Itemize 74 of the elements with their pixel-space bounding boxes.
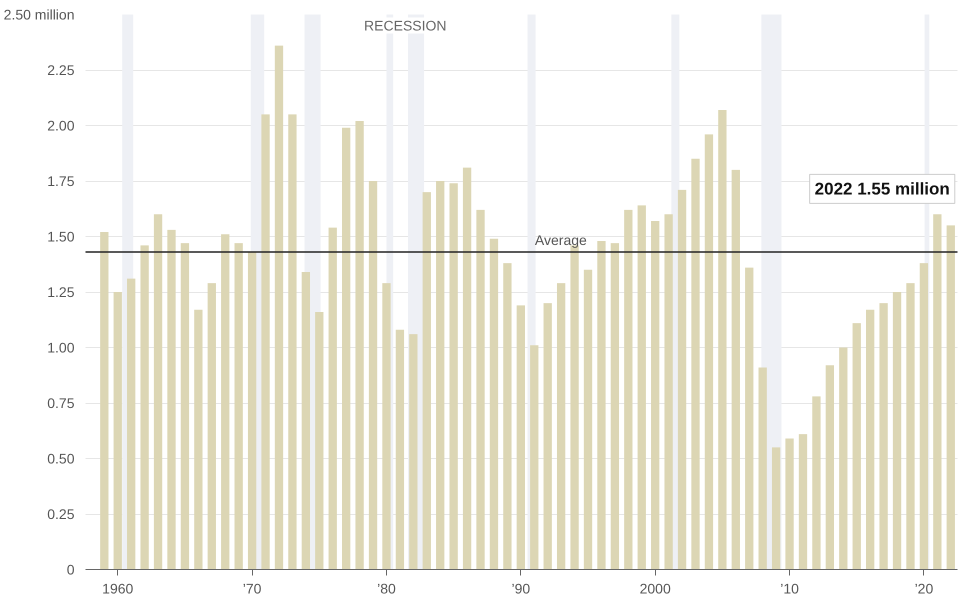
bar [234, 243, 243, 570]
bar [584, 270, 592, 570]
x-tick-label: ’80 [377, 580, 396, 596]
bar [785, 438, 794, 570]
bar [839, 348, 848, 570]
bar [798, 434, 808, 570]
y-tick-label: 0.25 [47, 506, 75, 522]
bar [691, 158, 700, 570]
bar [288, 114, 297, 570]
bar [436, 181, 444, 570]
bar [745, 268, 754, 570]
bar [556, 283, 566, 570]
bar [154, 214, 162, 570]
bar [302, 272, 310, 570]
x-tick-label: 1960 [102, 580, 134, 596]
bar [866, 310, 874, 570]
y-tick-label: 0 [66, 562, 75, 578]
x-tick-label: ’20 [914, 580, 934, 596]
bar [624, 210, 632, 570]
bar [610, 243, 620, 570]
bar [503, 263, 512, 570]
bar [946, 225, 955, 570]
annotation: 2022 1.55 million [814, 179, 950, 198]
bar [409, 334, 418, 570]
y-tick-label: 0.75 [47, 395, 75, 411]
bar [180, 243, 190, 570]
y-tick-label: 1.75 [47, 173, 75, 189]
bar [368, 181, 378, 570]
bar [167, 230, 176, 570]
bar [140, 245, 149, 570]
annotation: RECESSION [364, 18, 447, 34]
y-tick-label: 0.50 [47, 450, 75, 466]
bar [638, 205, 646, 570]
bar [772, 447, 780, 570]
y-tick-label: 1.25 [47, 284, 75, 300]
bar [355, 121, 364, 570]
x-tick-label: ’10 [780, 580, 800, 596]
bar [396, 330, 404, 570]
bar [544, 303, 552, 570]
x-tick-label: ’90 [511, 580, 530, 596]
bar [342, 128, 350, 570]
bar [476, 210, 485, 570]
bar [597, 240, 606, 570]
bar [208, 283, 216, 570]
bar [758, 367, 767, 570]
bar [906, 283, 915, 570]
bar [449, 183, 458, 570]
y-tick-label: 1.50 [47, 228, 75, 244]
bar [194, 310, 203, 570]
bar [812, 396, 821, 570]
bar [516, 305, 525, 570]
ref-line-label: Average [534, 232, 588, 248]
bar [651, 220, 660, 570]
bar [100, 232, 108, 570]
x-tick-label: ’70 [242, 580, 262, 596]
bar [704, 134, 714, 570]
bar [221, 234, 230, 570]
bar [315, 312, 324, 570]
bar [879, 303, 888, 570]
bar [462, 168, 472, 570]
y-tick-label: 2.25 [47, 62, 75, 78]
bar [826, 365, 834, 570]
bar [490, 238, 498, 570]
y-tick-label: 2.50 million [4, 6, 75, 22]
y-tick-label: 2.00 [47, 118, 75, 134]
bar [852, 323, 861, 570]
bar [718, 110, 727, 570]
bar [933, 214, 942, 570]
y-tick-label: 1.00 [47, 340, 75, 356]
x-tick-label: 2000 [640, 580, 671, 596]
bar [274, 46, 284, 570]
bar [892, 292, 902, 570]
bar [328, 228, 337, 570]
bar [732, 170, 740, 570]
